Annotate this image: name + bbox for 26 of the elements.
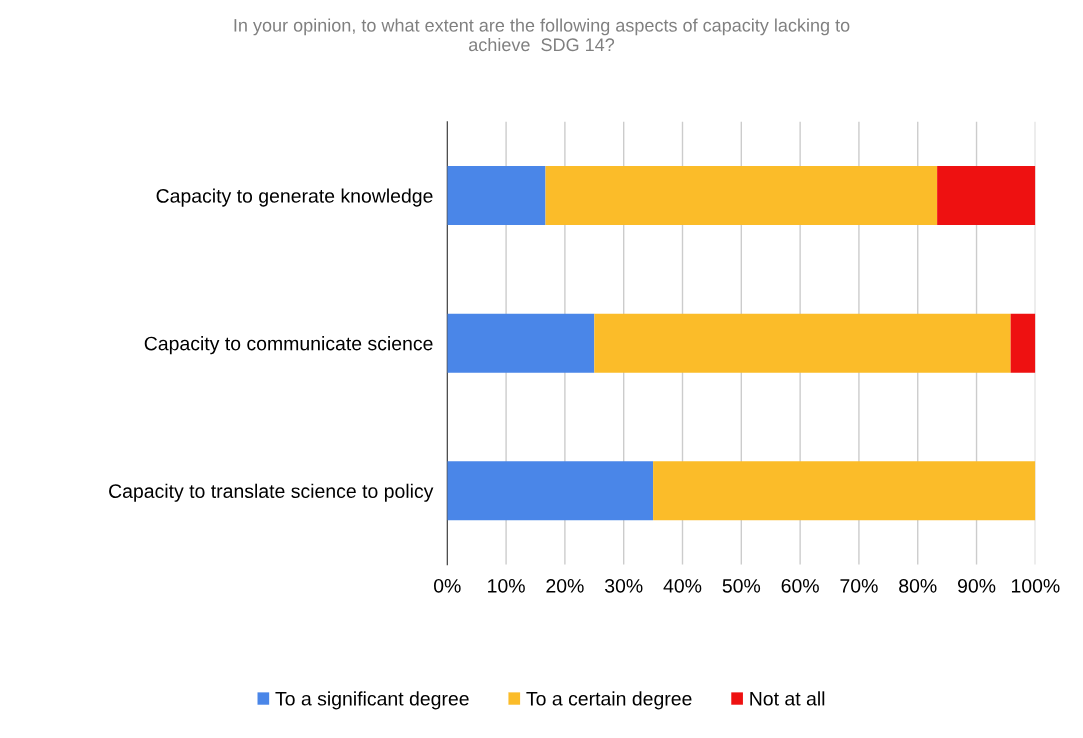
bar <box>937 166 1036 226</box>
bar <box>653 461 1036 521</box>
bar <box>447 461 654 521</box>
x-tick-label: 90% <box>957 578 996 593</box>
x-tick-label: 100% <box>1011 578 1060 593</box>
bar <box>447 166 546 226</box>
x-tick-label: 60% <box>781 578 819 593</box>
bar <box>594 313 1011 373</box>
x-tick-label: 40% <box>663 578 702 593</box>
legend-label: Not at all <box>750 691 825 706</box>
y-tick-label: Capacity to generate knowledge <box>156 188 433 207</box>
x-tick-label: 10% <box>488 578 525 593</box>
y-tick-label: Capacity to translate science to policy <box>109 483 434 502</box>
x-tick-label: 70% <box>840 578 878 593</box>
x-tick-label: 0% <box>433 578 461 593</box>
legend-label: To a certain degree <box>526 691 692 710</box>
bar <box>545 166 938 226</box>
y-tick-label: Capacity to communicate science <box>144 336 433 355</box>
chart-title: In your opinion, to what extent are the following aspects of capacity lacking to achieve SDG 14? <box>234 18 850 52</box>
x-tick-label: 80% <box>899 578 937 593</box>
x-tick-label: 30% <box>604 578 643 593</box>
x-tick-label: 20% <box>546 578 584 593</box>
x-tick-label: 50% <box>722 578 761 593</box>
bar <box>447 313 595 373</box>
bar <box>1010 313 1036 373</box>
legend-label: To a significant degree <box>275 691 469 710</box>
